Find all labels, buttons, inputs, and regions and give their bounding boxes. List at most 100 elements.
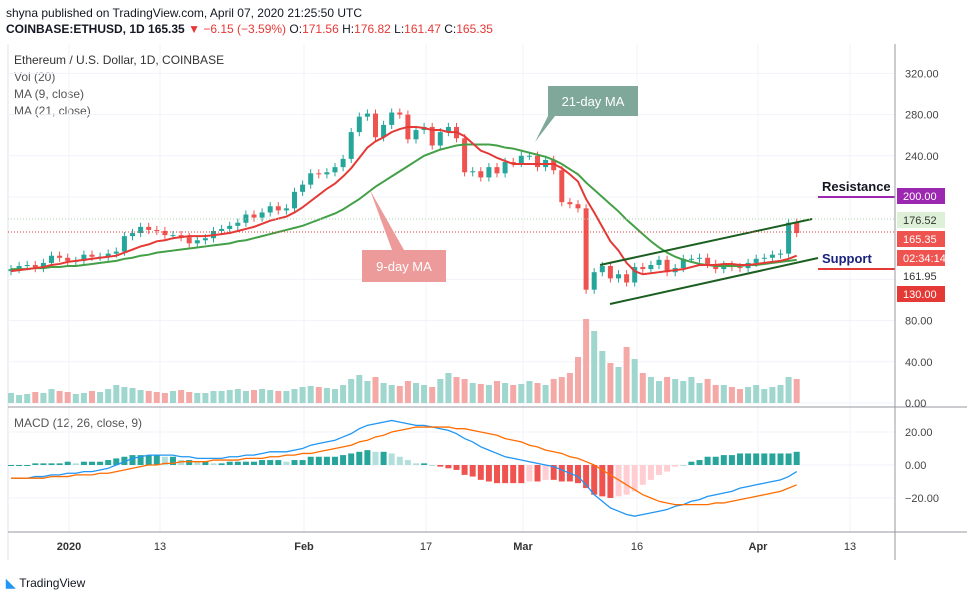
volume-bar [647, 377, 654, 403]
candle-body [227, 225, 233, 229]
volume-bar [461, 379, 468, 403]
volume-bar [453, 377, 460, 403]
price-badge [897, 250, 945, 266]
volume-bar [566, 373, 573, 403]
candle-body [591, 272, 597, 290]
brand-label: TradingView [19, 576, 86, 590]
volume-bar [704, 379, 711, 403]
macd-histogram-bar [348, 453, 355, 465]
candle-body [688, 258, 694, 260]
candle-body [389, 112, 395, 125]
candle-body [162, 230, 168, 236]
macd-histogram-bar [761, 453, 768, 465]
price-tick-label: 280.00 [905, 110, 939, 122]
macd-tick-label: 20.00 [905, 427, 933, 439]
macd-histogram-bar [469, 465, 476, 477]
candle-body [648, 264, 654, 270]
footer-brand[interactable]: ◣ TradingView [6, 576, 85, 590]
macd-histogram-bar [753, 453, 760, 465]
volume-bar [680, 381, 687, 403]
macd-histogram-bar [542, 465, 549, 480]
macd-legend: MACD (12, 26, close, 9) [14, 416, 143, 430]
ma9-line [10, 125, 798, 276]
volume-bar [720, 385, 727, 403]
macd-histogram-bar [48, 463, 55, 465]
macd-histogram-bar [153, 455, 160, 465]
overlays: Resistance Support 21-day MA 9-day MA [8, 86, 895, 305]
candle-body [680, 258, 686, 269]
macd-histogram-bar [777, 453, 784, 465]
ma9-callout-bubble [362, 190, 446, 282]
volume-bar [267, 390, 274, 403]
signal-line [11, 426, 797, 506]
candle-body [348, 132, 354, 159]
macd-histogram-bar [453, 465, 460, 470]
volume-bar [129, 388, 136, 403]
publish-info: shyna published on TradingView.com, Apri… [6, 6, 362, 20]
volume-bar [299, 387, 306, 403]
candle-body [57, 255, 63, 258]
macd-histogram-bar [445, 465, 452, 469]
close-label: C: [444, 22, 457, 36]
candle-body [275, 206, 281, 211]
macd-histogram-bar [364, 450, 371, 465]
volume-bar [599, 351, 606, 403]
macd-histogram-bar [283, 461, 290, 465]
macd-tick-label: −20.00 [905, 493, 939, 505]
volume-bar [202, 393, 209, 403]
candle-body [308, 173, 314, 185]
macd-histogram-bar [728, 455, 735, 465]
macd-histogram-bar [178, 460, 185, 465]
volume-bar [728, 387, 735, 403]
volume-bar [696, 383, 703, 403]
volume-bar [56, 391, 63, 403]
candle-body [186, 237, 192, 244]
macd-histogram-bar [64, 461, 71, 465]
candle-body [583, 208, 589, 290]
price-tick-label: 40.00 [905, 357, 933, 369]
macd-histogram-bar [575, 465, 581, 484]
open-label: O: [289, 22, 303, 36]
macd-histogram-bar [234, 461, 241, 465]
open-value: 171.56 [302, 22, 339, 36]
high-label: H: [342, 22, 355, 36]
macd-histogram-bar [251, 461, 257, 465]
candle-body [251, 214, 257, 218]
candle-body [113, 251, 119, 254]
volume-bar [712, 385, 719, 403]
volume-bar [502, 383, 509, 403]
macd-histogram-bar [599, 465, 606, 497]
candle-body [292, 191, 297, 209]
macd-histogram-bar [745, 453, 752, 465]
volume-bar [283, 391, 290, 403]
candle-body [559, 170, 565, 203]
volume-bar [307, 386, 314, 403]
macd-histogram-bar [16, 465, 23, 466]
macd-histogram-bar [785, 453, 792, 465]
volume-bar [113, 385, 120, 403]
candle-body [632, 267, 638, 283]
macd-histogram-bar [712, 456, 719, 465]
macd-histogram-bar [40, 463, 47, 465]
author: shyna [6, 6, 39, 20]
volume-bar [615, 367, 622, 403]
volume-bar [672, 379, 679, 403]
macd-histogram-bar [518, 465, 525, 484]
macd-histogram-bar [615, 465, 622, 497]
price-tick-label: 0.00 [905, 398, 926, 410]
volume-bar [510, 385, 517, 403]
candle-body [486, 167, 492, 178]
price-badge-label: 200.00 [903, 191, 937, 203]
volume-bar [24, 394, 31, 403]
symbol: COINBASE:ETHUSD, 1D [6, 22, 145, 36]
macd-histogram-bar [526, 465, 533, 482]
volume-bar [72, 394, 79, 403]
macd-histogram-bar [145, 455, 152, 465]
price-badge-label: 161.95 [903, 271, 937, 283]
macd-histogram-bar [89, 461, 95, 465]
volume-bar [210, 391, 217, 403]
channel-lower-line [609, 257, 819, 305]
volume-bar [242, 391, 249, 403]
volume-bar [251, 390, 257, 403]
